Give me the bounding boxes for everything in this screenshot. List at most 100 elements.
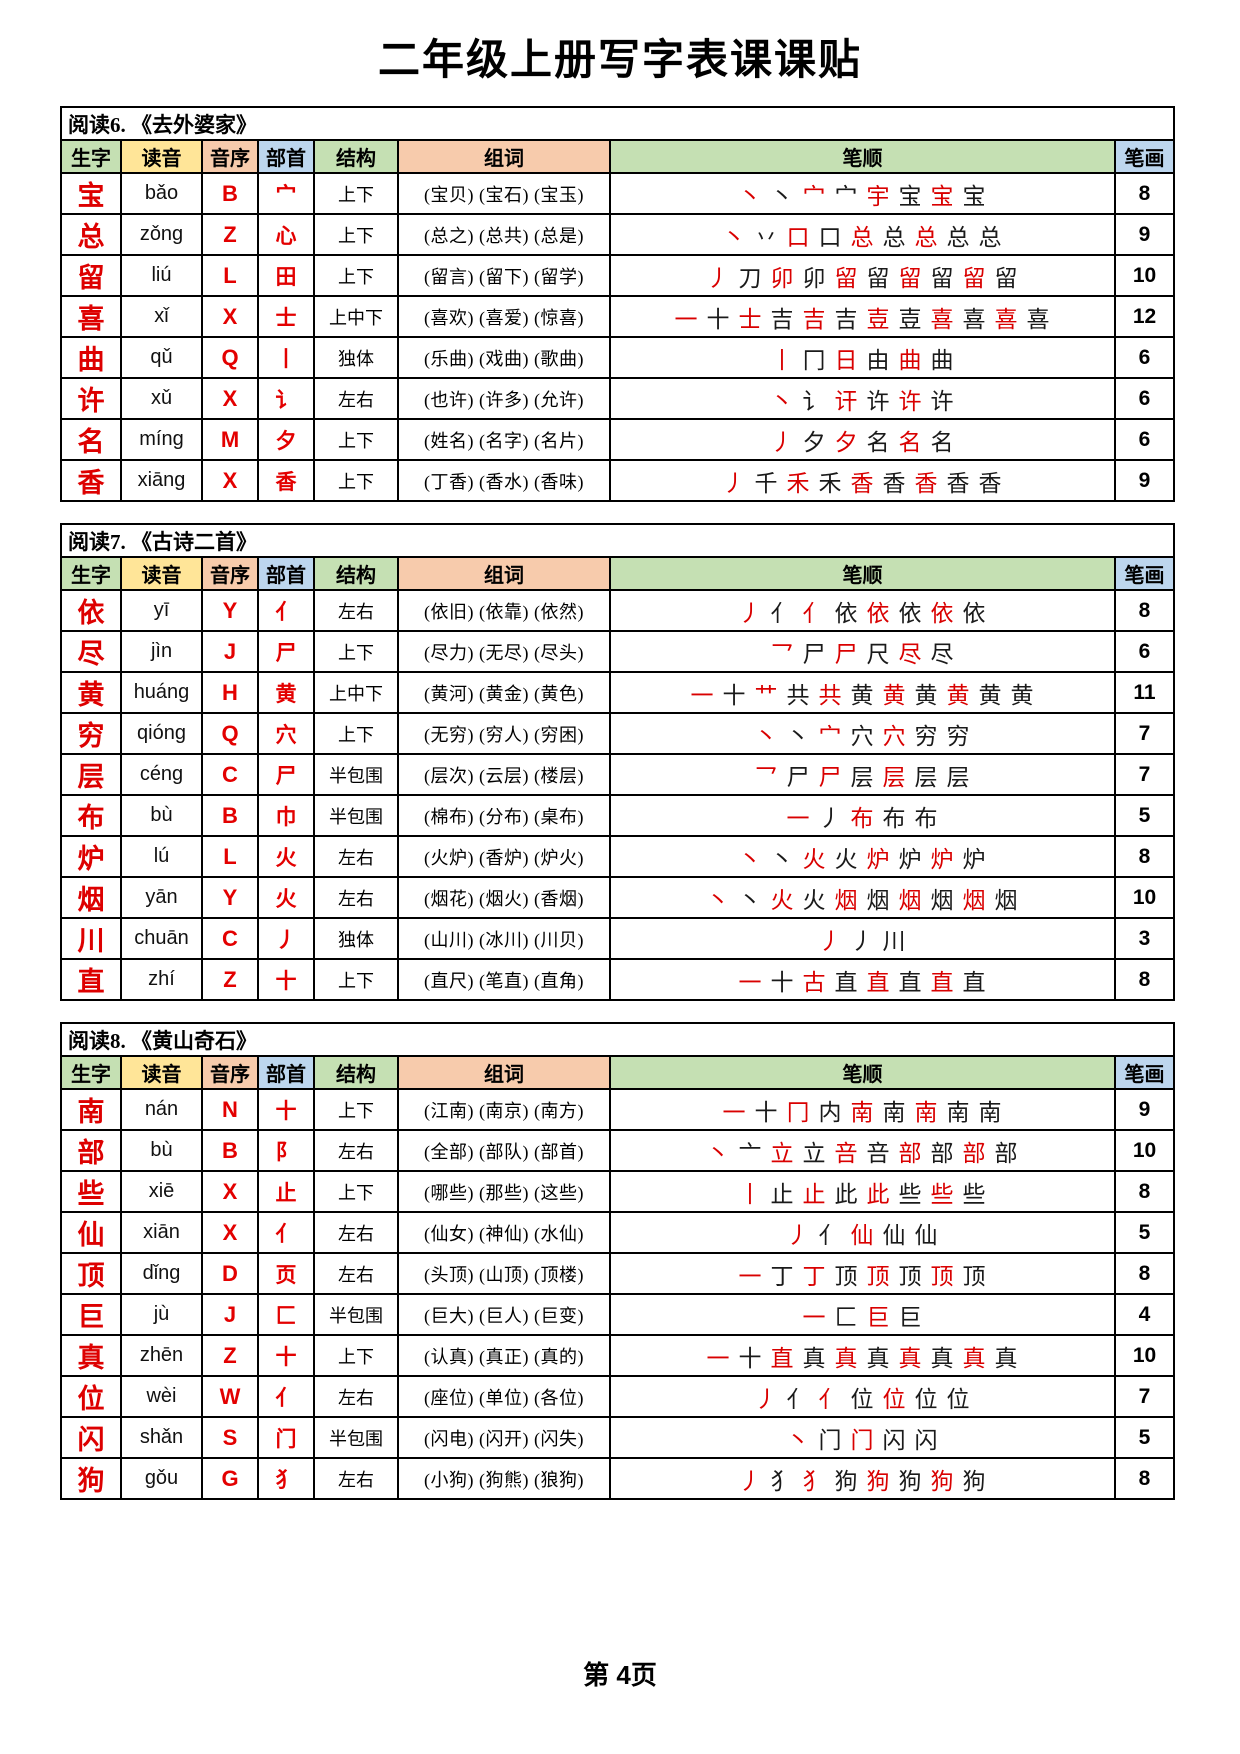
hanzi-cell: 直 xyxy=(60,958,122,1001)
stroke-step: 部 xyxy=(898,1140,922,1166)
count-cell: 7 xyxy=(1114,753,1175,796)
hanzi-cell: 南 xyxy=(60,1088,122,1131)
page-title: 二年级上册写字表课课贴 xyxy=(377,36,862,83)
stroke-step: 南 xyxy=(914,1099,938,1125)
stroke-step: 一 xyxy=(738,1263,762,1289)
stroke-step: 依 xyxy=(898,600,922,626)
column-header-count: 笔画 xyxy=(1114,1055,1175,1090)
structure-cell: 左右 xyxy=(313,1375,399,1418)
pinyin-cell: bù xyxy=(120,794,203,837)
strokes-cell: 一十冂内南南南南南 xyxy=(609,1088,1116,1131)
pinyin-cell: yī xyxy=(120,589,203,632)
stroke-step: 布 xyxy=(882,805,906,831)
pinyin-cell: qióng xyxy=(120,712,203,755)
stroke-step: 吉 xyxy=(834,306,858,332)
stroke-step: 烟 xyxy=(866,887,890,913)
count-cell: 3 xyxy=(1114,917,1175,960)
stroke-step: 丶 xyxy=(786,723,810,749)
radical-cell: 尸 xyxy=(257,753,315,796)
count-cell: 10 xyxy=(1114,1334,1175,1377)
stroke-step: 一 xyxy=(674,306,698,332)
radical-cell: 丨 xyxy=(257,336,315,379)
hanzi-cell: 位 xyxy=(60,1375,122,1418)
pinyin-cell: zhí xyxy=(120,958,203,1001)
count-cell: 4 xyxy=(1114,1293,1175,1336)
structure-cell: 左右 xyxy=(313,1252,399,1295)
structure-cell: 左右 xyxy=(313,1129,399,1172)
words-cell: (闪电) (闪开) (闪失) xyxy=(397,1416,611,1459)
structure-cell: 半包围 xyxy=(313,753,399,796)
stroke-step: 依 xyxy=(962,600,986,626)
lesson-table-3: 阅读8. 《黄山奇石》 生字 读音 音序 部首 结构 组词 笔顺 笔画南 nán N 十上下 (江南) … xyxy=(60,1022,1175,1500)
initial-cell: Z xyxy=(201,958,259,1001)
count-cell: 8 xyxy=(1114,835,1175,878)
pinyin-cell: lú xyxy=(120,835,203,878)
stroke-step: 部 xyxy=(962,1140,986,1166)
stroke-step: 顶 xyxy=(898,1263,922,1289)
stroke-step: 南 xyxy=(978,1099,1002,1125)
stroke-step: 尸 xyxy=(802,641,826,667)
character-row: 直 zhí Z 十上下 (直尺) (笔直) (直角) 一十古直直直直直 8 xyxy=(60,958,1175,1001)
count-cell: 8 xyxy=(1114,589,1175,632)
stroke-step: 犭 xyxy=(802,1468,826,1494)
column-header-radical: 部首 xyxy=(257,1055,315,1090)
stroke-step: 丨 xyxy=(770,347,794,373)
stroke-step: 十 xyxy=(754,1099,778,1125)
structure-cell: 左右 xyxy=(313,1211,399,1254)
words-cell: (丁香) (香水) (香味) xyxy=(397,459,611,502)
stroke-step: 门 xyxy=(818,1427,842,1453)
column-header-words: 组词 xyxy=(397,556,611,591)
stroke-step: 名 xyxy=(866,429,890,455)
stroke-step: 丿 xyxy=(738,600,762,626)
stroke-step: 留 xyxy=(866,265,890,291)
stroke-step: 仙 xyxy=(882,1222,906,1248)
stroke-step: 火 xyxy=(770,887,794,913)
strokes-cell: 丿亻仙仙仙 xyxy=(609,1211,1116,1254)
hanzi-cell: 喜 xyxy=(60,295,122,338)
character-row: 布 bù B 巾半包围 (棉布) (分布) (桌布) 一丿布布布 5 xyxy=(60,794,1175,837)
radical-cell: 犭 xyxy=(257,1457,315,1500)
stroke-step: 穷 xyxy=(914,723,938,749)
stroke-step: 总 xyxy=(914,224,938,250)
initial-cell: X xyxy=(201,1211,259,1254)
stroke-step: 闪 xyxy=(882,1427,906,1453)
stroke-step: 千 xyxy=(754,470,778,496)
stroke-step: 十 xyxy=(722,682,746,708)
words-cell: (山川) (冰川) (川贝) xyxy=(397,917,611,960)
stroke-step: 位 xyxy=(914,1386,938,1412)
stroke-step: 黄 xyxy=(946,682,970,708)
structure-cell: 半包围 xyxy=(313,1416,399,1459)
stroke-step: 真 xyxy=(994,1345,1018,1371)
hanzi-cell: 宝 xyxy=(60,172,122,215)
stroke-step: 门 xyxy=(850,1427,874,1453)
stroke-step: 刀 xyxy=(738,265,762,291)
stroke-step: 丁 xyxy=(770,1263,794,1289)
initial-cell: L xyxy=(201,254,259,297)
character-row: 穷 qióng Q 穴上下 (无穷) (穷人) (穷困) 丶丶宀穴穴穷穷 7 xyxy=(60,712,1175,755)
radical-cell: 门 xyxy=(257,1416,315,1459)
stroke-step: 喜 xyxy=(962,306,986,332)
stroke-step: 布 xyxy=(850,805,874,831)
words-cell: (总之) (总共) (总是) xyxy=(397,213,611,256)
structure-cell: 上下 xyxy=(313,712,399,755)
stroke-step: 烟 xyxy=(962,887,986,913)
stroke-step: 香 xyxy=(978,470,1002,496)
stroke-step: 直 xyxy=(898,969,922,995)
character-row: 层 céng C 尸半包围 (层次) (云层) (楼层) 乛尸尸层层层层 7 xyxy=(60,753,1175,796)
column-header-initial: 音序 xyxy=(201,139,259,174)
stroke-step: 名 xyxy=(898,429,922,455)
character-row: 位 wèi W 亻左右 (座位) (单位) (各位) 丿亻亻位位位位 7 xyxy=(60,1375,1175,1418)
initial-cell: Y xyxy=(201,876,259,919)
initial-cell: C xyxy=(201,753,259,796)
stroke-step: 南 xyxy=(882,1099,906,1125)
stroke-step: 位 xyxy=(946,1386,970,1412)
stroke-step: 丿 xyxy=(738,1468,762,1494)
stroke-step: 尺 xyxy=(866,641,890,667)
words-cell: (层次) (云层) (楼层) xyxy=(397,753,611,796)
character-row: 香 xiāng X 香上下 (丁香) (香水) (香味) 丿千禾禾香香香香香 9 xyxy=(60,459,1175,502)
lesson-table-2: 阅读7. 《古诗二首》 生字 读音 音序 部首 结构 组词 笔顺 笔画依 yī Y 亻左右 (依旧) (… xyxy=(60,523,1175,1001)
stroke-step: 黄 xyxy=(850,682,874,708)
strokes-cell: 丶丷口口总总总总总 xyxy=(609,213,1116,256)
stroke-step: 顶 xyxy=(834,1263,858,1289)
pinyin-cell: huáng xyxy=(120,671,203,714)
